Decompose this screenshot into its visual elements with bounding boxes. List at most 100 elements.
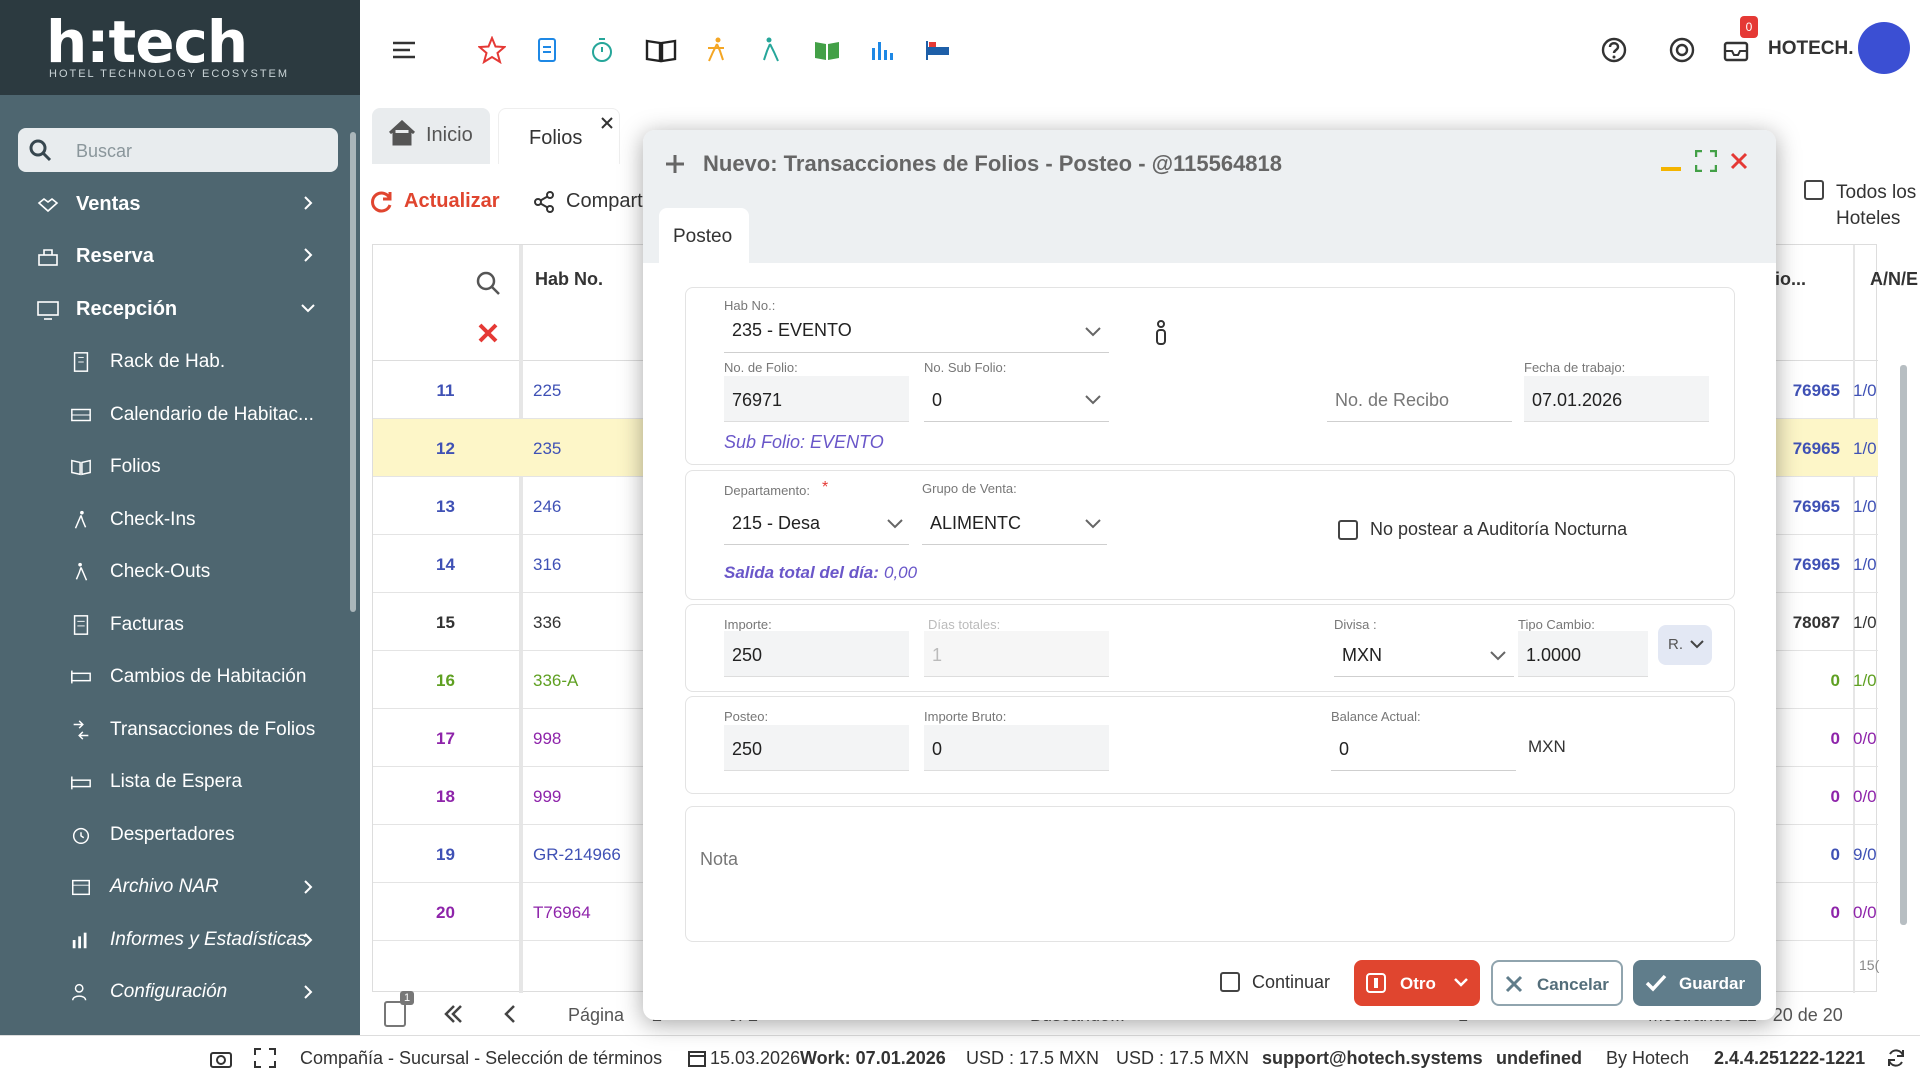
grid-scrollbar[interactable] [1900,365,1907,925]
no-postear-checkbox[interactable] [1338,520,1358,540]
sidebar-search-input[interactable]: Buscar [18,128,338,172]
posteo-input[interactable]: 250 [724,725,909,771]
dept-select[interactable]: 215 - Desa [724,501,909,545]
sidebar-section-recepcion[interactable]: Recepción [0,285,360,335]
sync-icon[interactable] [1886,1048,1906,1068]
row-hab[interactable]: 336 [533,613,562,632]
row-hab[interactable]: 225 [533,381,562,400]
book-icon[interactable] [645,36,677,64]
fullscreen-icon[interactable] [254,1048,276,1068]
sidebar-item-label: Archivo NAR [110,876,219,897]
sidebar-item-label: Folios [110,456,161,477]
sidebar-item-rack[interactable]: Rack de Hab. [0,337,345,387]
rate-dropdown-button[interactable]: R. [1658,625,1712,665]
book-green-icon[interactable] [813,36,841,64]
tab-posteo[interactable]: Posteo [659,208,749,264]
chevron-down-icon [1454,978,1468,987]
sidebar-section-ventas[interactable]: Ventas [0,180,360,230]
sidebar-item-facturas[interactable]: Facturas [0,600,345,650]
inbox-icon[interactable] [1722,36,1750,64]
row-hab[interactable]: 235 [533,439,562,458]
row-hab[interactable]: 336-A [533,671,579,690]
recibo-input[interactable]: No. de Recibo [1327,376,1512,422]
page-label: Página [568,1005,625,1025]
divisa-select[interactable]: MXN [1334,631,1514,677]
chart-icon[interactable] [868,36,896,64]
sidebar-item-archivo-nar[interactable]: Archivo NAR [0,862,345,912]
stopwatch-icon[interactable] [588,36,616,64]
sidebar-item-lista-espera[interactable]: Lista de Espera [0,757,345,807]
search-icon[interactable] [475,270,501,296]
camera-icon[interactable] [210,1048,232,1068]
column-header-hab[interactable]: Hab No. [535,269,604,289]
support-icon[interactable] [1668,36,1696,64]
menu-icon[interactable] [390,36,418,64]
export-icon[interactable] [384,1001,406,1027]
avatar[interactable] [1858,22,1910,74]
fecha-value: 07.01.2026 [1532,390,1623,410]
continuar-checkbox[interactable] [1220,972,1240,992]
row-hab[interactable]: T76964 [533,903,591,922]
posting-card: Posteo: 250 Importe Bruto: 0 Balance Act… [685,696,1735,794]
clear-filter-icon[interactable] [478,323,498,343]
sidebar-section-reserva[interactable]: Reserva [0,232,360,282]
salida-value: 0,00 [884,563,918,582]
chevron-right-icon [304,248,313,262]
close-icon[interactable] [1730,152,1748,170]
subfolio-select[interactable]: 0 [924,376,1109,422]
prev-page-icon[interactable] [500,1003,522,1025]
document-icon[interactable] [533,36,561,64]
close-icon[interactable] [601,117,613,129]
minimize-icon[interactable] [1661,164,1681,174]
grupo-select[interactable]: ALIMENTC [922,499,1107,545]
sidebar-item-transacciones[interactable]: Transacciones de Folios [0,705,345,755]
nota-textarea[interactable]: Nota [685,806,1735,942]
tab-folios[interactable]: Folios [498,108,620,164]
bruto-input[interactable]: 0 [924,725,1109,771]
sidebar-item-informes[interactable]: Informes y Estadísticas [0,915,345,965]
row-hab[interactable]: 316 [533,555,562,574]
column-header-an[interactable]: A/N/E [1870,269,1919,289]
column-header-rcv[interactable]: io... [1775,269,1806,289]
sidebar-item-folios[interactable]: Folios [0,442,345,492]
info-icon[interactable] [1154,320,1168,346]
sidebar-scrollbar[interactable] [350,132,356,612]
walk-out-icon [75,562,88,581]
folio-input[interactable]: 76971 [724,376,909,422]
walk-in-icon[interactable] [702,36,730,64]
archive-icon [72,879,90,896]
tipo-cambio-input[interactable]: 1.0000 [1518,631,1648,677]
balance-input: 0 [1331,725,1516,771]
share-button[interactable]: Compart [532,186,652,220]
maximize-icon[interactable] [1695,150,1717,172]
walk-out-icon[interactable] [757,36,785,64]
support-email[interactable]: support@hotech.systems [1262,1048,1483,1068]
user-name[interactable]: HOTECH. [1768,38,1854,59]
sidebar-item-checkins[interactable]: Check-Ins [0,495,345,545]
sidebar-item-cambios[interactable]: Cambios de Habitación [0,652,345,702]
importe-input[interactable]: 250 [724,631,909,677]
undefined-label: undefined [1496,1048,1582,1068]
all-hotels-checkbox[interactable] [1804,180,1824,200]
row-hab[interactable]: 998 [533,729,562,748]
sidebar-item-configuracion[interactable]: Configuración [0,967,345,1017]
star-icon[interactable] [478,36,506,64]
fecha-input[interactable]: 07.01.2026 [1524,376,1709,422]
sidebar-item-calendario[interactable]: Calendario de Habitac... [0,390,345,440]
export-badge: 1 [400,991,415,1005]
otro-button[interactable]: Otro [1354,960,1480,1006]
tab-inicio[interactable]: Inicio [372,108,490,164]
company-selector[interactable]: Compañía - Sucursal - Selección de térmi… [300,1048,663,1068]
hab-select[interactable]: 235 - EVENTO [724,316,1109,353]
row-hab[interactable]: 246 [533,497,562,516]
sidebar-item-checkouts[interactable]: Check-Outs [0,547,345,597]
row-hab[interactable]: GR-214966 [533,845,621,864]
save-button[interactable]: Guardar [1633,960,1761,1006]
row-hab[interactable]: 999 [533,787,562,806]
sidebar-item-despertadores[interactable]: Despertadores [0,810,345,860]
cancel-button[interactable]: Cancelar [1491,960,1623,1006]
bed-icon[interactable] [924,36,952,64]
first-page-icon[interactable] [442,1003,464,1025]
help-icon[interactable] [1600,36,1628,64]
refresh-button[interactable]: Actualizar [368,186,508,220]
